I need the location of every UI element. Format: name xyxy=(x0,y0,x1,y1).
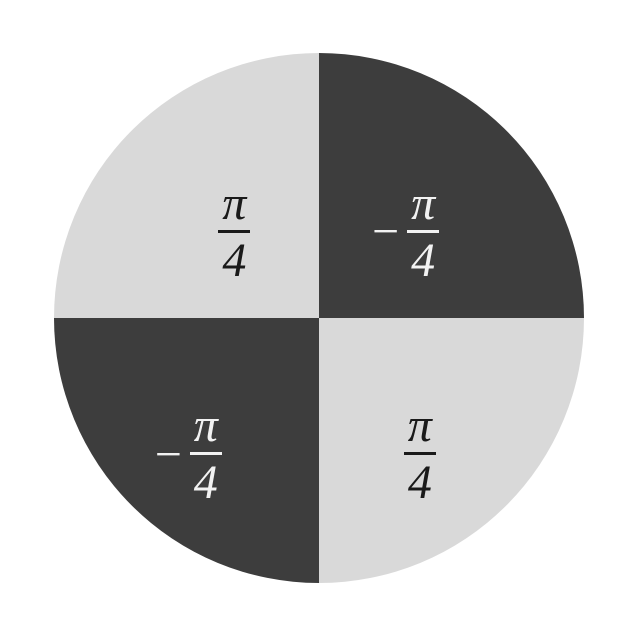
fraction: π 4 xyxy=(407,180,439,285)
quadrant-circle-diagram: π 4 − π 4 − π 4 π 4 xyxy=(54,53,584,583)
fraction: π 4 xyxy=(218,180,250,285)
circle-mask xyxy=(54,53,584,583)
sign: − xyxy=(372,208,399,256)
label-bottom-right: π 4 xyxy=(404,402,436,507)
label-top-right: − π 4 xyxy=(372,180,439,285)
sign: − xyxy=(155,431,182,479)
numerator: π xyxy=(404,402,436,452)
fraction: π 4 xyxy=(404,402,436,507)
quadrant-top-left xyxy=(54,53,319,318)
denominator: 4 xyxy=(407,233,439,285)
numerator: π xyxy=(407,180,439,230)
quadrant-top-right xyxy=(319,53,584,318)
denominator: 4 xyxy=(218,233,250,285)
label-top-left: π 4 xyxy=(218,180,250,285)
numerator: π xyxy=(218,180,250,230)
fraction: π 4 xyxy=(190,402,222,507)
quadrant-bottom-right xyxy=(319,318,584,583)
denominator: 4 xyxy=(190,455,222,507)
numerator: π xyxy=(190,402,222,452)
label-bottom-left: − π 4 xyxy=(155,402,222,507)
denominator: 4 xyxy=(404,455,436,507)
